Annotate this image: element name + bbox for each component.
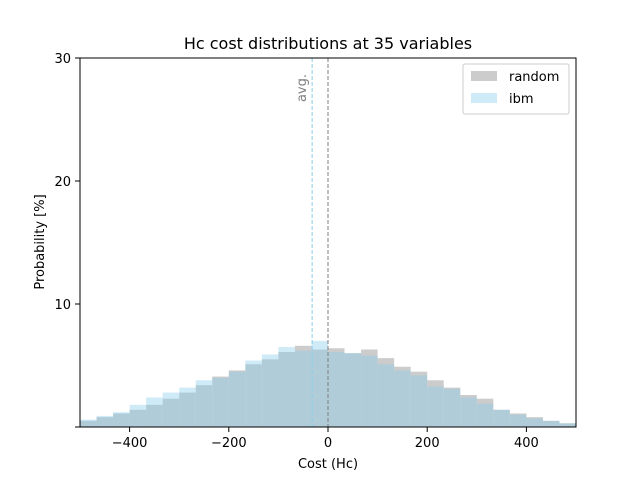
bar-ibm xyxy=(195,380,213,427)
series-ibm xyxy=(80,340,576,427)
bar-ibm xyxy=(228,371,246,427)
bar-random xyxy=(311,349,328,427)
bar-ibm xyxy=(212,377,229,427)
bar-ibm xyxy=(261,354,279,427)
bar-random xyxy=(344,353,362,427)
bar-ibm xyxy=(245,360,262,427)
bar-random xyxy=(278,351,295,427)
bar-ibm xyxy=(162,392,180,427)
bar-random xyxy=(179,392,196,427)
bar-random xyxy=(113,413,130,427)
bar-random xyxy=(509,413,527,427)
bar-random xyxy=(212,376,229,427)
legend: random ibm xyxy=(462,63,570,115)
bar-random xyxy=(476,398,494,427)
bar-random xyxy=(245,364,262,427)
bar-ibm xyxy=(493,409,510,427)
bar-random xyxy=(443,387,461,427)
bar-random xyxy=(261,359,279,427)
bar-random xyxy=(162,398,180,427)
bar-random xyxy=(542,420,560,427)
bar-random xyxy=(427,380,444,427)
bar-ibm xyxy=(311,340,328,427)
bar-random xyxy=(493,409,510,427)
bar-ibm xyxy=(542,420,560,427)
y-tick-label: 30 xyxy=(54,52,71,67)
bar-random xyxy=(195,385,213,427)
bar-ibm xyxy=(394,370,411,427)
bar-random xyxy=(80,420,97,427)
x-tick-label: −400 xyxy=(112,436,148,451)
bar-ibm xyxy=(509,414,527,427)
average-annotation: avg. xyxy=(295,74,310,102)
bar-ibm xyxy=(410,375,428,427)
bar-ibm xyxy=(113,412,130,427)
x-axis-ticks: −400 −200 0 200 400 xyxy=(112,427,539,451)
bar-random xyxy=(410,371,428,427)
bar-ibm xyxy=(278,347,295,427)
bar-ibm xyxy=(443,388,461,427)
average-lines xyxy=(311,58,329,427)
y-tick-label: 10 xyxy=(54,298,71,313)
x-tick-label: 200 xyxy=(415,436,440,451)
chart-title: Hc cost distributions at 35 variables xyxy=(184,34,472,53)
bar-ibm xyxy=(344,353,362,427)
bar-random xyxy=(460,395,477,427)
bar-ibm xyxy=(294,350,312,427)
bar-random xyxy=(228,370,246,427)
y-axis-label: Probability [%] xyxy=(33,194,48,289)
x-tick-label: 0 xyxy=(324,436,332,451)
bar-ibm xyxy=(146,397,163,427)
bar-ibm xyxy=(427,386,444,427)
bar-ibm xyxy=(559,423,576,427)
bar-ibm xyxy=(476,403,494,427)
bar-ibm xyxy=(361,355,378,427)
bar-random xyxy=(394,366,411,427)
bar-random xyxy=(328,348,345,427)
y-tick-label: 20 xyxy=(54,175,71,190)
x-tick-label: 400 xyxy=(514,436,539,451)
bar-random xyxy=(526,417,543,427)
x-tick-label: −200 xyxy=(211,436,247,451)
bar-random xyxy=(294,345,312,427)
histogram-bars xyxy=(80,340,576,427)
bar-ibm xyxy=(179,387,196,427)
bar-ibm xyxy=(80,419,97,427)
legend-swatch-random xyxy=(471,71,497,81)
bar-ibm xyxy=(96,415,114,427)
bar-random xyxy=(129,409,147,427)
legend-label-ibm: ibm xyxy=(509,92,534,107)
bar-ibm xyxy=(328,351,345,427)
bar-ibm xyxy=(377,364,395,427)
bar-random xyxy=(361,349,378,427)
bar-ibm xyxy=(129,404,147,427)
legend-label-random: random xyxy=(509,70,559,85)
legend-swatch-ibm xyxy=(471,93,497,103)
series-random xyxy=(80,345,576,427)
bar-ibm xyxy=(460,397,477,427)
x-axis-label: Cost (Hc) xyxy=(298,457,358,472)
bar-random xyxy=(96,417,114,427)
bar-random xyxy=(146,404,163,427)
bar-random xyxy=(559,423,576,427)
bar-ibm xyxy=(526,418,543,427)
bar-random xyxy=(377,358,395,427)
y-axis-ticks: 10 20 30 xyxy=(54,52,80,428)
